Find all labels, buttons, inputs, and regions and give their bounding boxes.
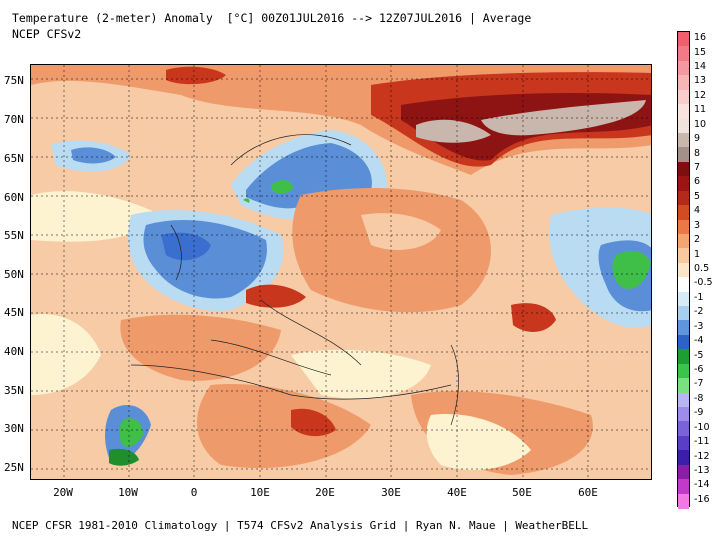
- colorbar-swatch: [678, 306, 689, 322]
- lat-label: 40N: [4, 345, 24, 358]
- colorbar-label: -0.5: [694, 277, 713, 289]
- colorbar-label: 14: [694, 61, 707, 73]
- footer-credit: NCEP CFSR 1981-2010 Climatology | T574 C…: [12, 519, 589, 532]
- lat-label: 70N: [4, 113, 24, 126]
- lon-label: 30E: [381, 486, 401, 499]
- colorbar-swatch: [678, 262, 689, 278]
- colorbar-swatch: [678, 363, 689, 379]
- lon-label: 60E: [578, 486, 598, 499]
- colorbar-swatch: [678, 407, 689, 423]
- colorbar-swatch: [678, 118, 689, 134]
- colorbar-swatch: [678, 277, 689, 293]
- lon-label: 20W: [53, 486, 73, 499]
- colorbar-label: -6: [694, 363, 704, 375]
- colorbar-label: 15: [694, 46, 707, 58]
- colorbar-swatch: [678, 161, 689, 177]
- colorbar-swatch: [678, 378, 689, 394]
- colorbar-swatch: [678, 291, 689, 307]
- colorbar-label: -4: [694, 335, 704, 347]
- colorbar-label: -13: [694, 464, 710, 476]
- colorbar-label: 12: [694, 89, 707, 101]
- colorbar-label: -8: [694, 392, 704, 404]
- colorbar-swatch: [678, 334, 689, 350]
- colorbar-swatch: [678, 479, 689, 495]
- colorbar-label: 5: [694, 190, 701, 202]
- colorbar-swatch: [678, 205, 689, 221]
- colorbar-label: -1: [694, 291, 704, 303]
- colorbar-swatch: [678, 60, 689, 76]
- lat-label: 60N: [4, 191, 24, 204]
- graticule: [31, 65, 651, 479]
- colorbar-label: 16: [694, 32, 707, 44]
- colorbar: [677, 31, 690, 509]
- colorbar-swatch: [678, 104, 689, 120]
- colorbar-label: 1: [694, 248, 701, 260]
- colorbar-label: -9: [694, 407, 704, 419]
- colorbar-label: -2: [694, 306, 704, 318]
- colorbar-label: -5: [694, 349, 704, 361]
- colorbar-swatch: [678, 320, 689, 336]
- lat-label: 50N: [4, 268, 24, 281]
- colorbar-label: -7: [694, 378, 704, 390]
- colorbar-swatch: [678, 89, 689, 105]
- colorbar-swatch: [678, 75, 689, 91]
- colorbar-swatch: [678, 176, 689, 192]
- colorbar-label: -12: [694, 450, 710, 462]
- colorbar-swatch: [678, 132, 689, 148]
- colorbar-label: -10: [694, 421, 710, 433]
- lon-label: 40E: [447, 486, 467, 499]
- lon-label: 0: [190, 486, 198, 499]
- lat-label: 25N: [4, 461, 24, 474]
- colorbar-label: 13: [694, 75, 707, 87]
- colorbar-label: -11: [694, 436, 710, 448]
- colorbar-label: 8: [694, 147, 701, 159]
- lon-label: 10W: [118, 486, 138, 499]
- lon-label: 50E: [512, 486, 532, 499]
- lon-label: 10E: [250, 486, 270, 499]
- lat-label: 35N: [4, 384, 24, 397]
- colorbar-label: -16: [694, 493, 710, 505]
- colorbar-label: 11: [694, 104, 707, 116]
- colorbar-label: 2: [694, 234, 701, 246]
- lat-label: 65N: [4, 152, 24, 165]
- colorbar-label: 4: [694, 205, 701, 217]
- colorbar-swatch: [678, 464, 689, 480]
- colorbar-swatch: [678, 349, 689, 365]
- colorbar-swatch: [678, 46, 689, 62]
- lat-label: 55N: [4, 229, 24, 242]
- model-name: NCEP CFSv2: [12, 27, 82, 41]
- colorbar-swatch: [678, 421, 689, 437]
- lon-label: 20E: [315, 486, 335, 499]
- colorbar-swatch: [678, 147, 689, 163]
- colorbar-swatch: [678, 248, 689, 264]
- anomaly-field: [31, 65, 651, 479]
- colorbar-swatch: [678, 435, 689, 451]
- map-title: Temperature (2-meter) Anomaly [°C] 00Z01…: [12, 11, 532, 25]
- colorbar-label: 3: [694, 219, 701, 231]
- colorbar-swatch: [678, 450, 689, 466]
- colorbar-swatch: [678, 219, 689, 235]
- lat-label: 30N: [4, 422, 24, 435]
- colorbar-label: -3: [694, 320, 704, 332]
- colorbar-label: 6: [694, 176, 701, 188]
- colorbar-label: 7: [694, 162, 701, 174]
- colorbar-swatch: [678, 493, 689, 509]
- lat-label: 45N: [4, 306, 24, 319]
- colorbar-label: -14: [694, 479, 710, 491]
- colorbar-label: 9: [694, 133, 701, 145]
- colorbar-swatch: [678, 190, 689, 206]
- anomaly-map: [30, 64, 652, 480]
- colorbar-swatch: [678, 392, 689, 408]
- colorbar-swatch: [678, 233, 689, 249]
- colorbar-label: 10: [694, 118, 707, 130]
- lat-label: 75N: [4, 74, 24, 87]
- colorbar-label: 0.5: [694, 263, 710, 274]
- colorbar-swatch: [678, 32, 689, 47]
